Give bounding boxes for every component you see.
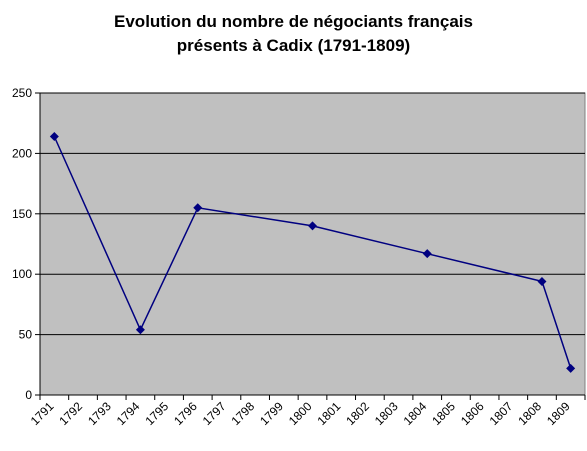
- x-tick-label: 1805: [429, 399, 458, 428]
- y-tick-label: 200: [12, 146, 32, 160]
- data-point: [537, 276, 547, 286]
- x-tick-label: 1806: [458, 399, 487, 428]
- x-tick-label: 1801: [315, 399, 344, 428]
- chart-title: Evolution du nombre de négociants frança…: [0, 10, 587, 58]
- x-tick-label: 1791: [28, 399, 57, 428]
- x-tick-label: 1802: [343, 399, 372, 428]
- data-point: [308, 221, 317, 231]
- y-tick-label: 0: [25, 388, 32, 402]
- x-axis-ticks: 1791 1792 1793 1794 1795 1796 1797 1798 1799 1800…: [28, 395, 586, 428]
- x-tick-label: 1797: [200, 399, 229, 428]
- y-axis-ticks: 0 50 100 150 200 250: [12, 86, 40, 402]
- data-point: [135, 325, 145, 335]
- plot-area: [39, 92, 586, 396]
- x-tick-label: 1799: [257, 399, 286, 428]
- y-tick-label: 250: [12, 86, 32, 100]
- data-point: [422, 249, 432, 259]
- y-tick-label: 50: [19, 328, 33, 342]
- chart-title-line2: présents à Cadix (1791-1809): [176, 36, 411, 55]
- y-tick-label: 150: [12, 207, 32, 221]
- x-tick-label: 1809: [544, 399, 573, 428]
- x-tick-label: 1795: [142, 399, 171, 428]
- data-point: [49, 131, 59, 141]
- x-tick-label: 1793: [85, 399, 114, 428]
- data-point: [566, 363, 576, 373]
- series: [49, 131, 576, 373]
- x-tick-label: 1807: [487, 399, 516, 428]
- x-tick-label: 1808: [515, 399, 544, 428]
- x-tick-label: 1794: [114, 399, 143, 428]
- x-tick-label: 1796: [171, 399, 200, 428]
- x-tick-label: 1792: [56, 399, 85, 428]
- x-tick-label: 1804: [401, 399, 430, 428]
- gridlines: [40, 92, 585, 336]
- data-point: [193, 203, 203, 213]
- chart-title-line1: Evolution du nombre de négociants frança…: [114, 12, 473, 31]
- axes: [39, 93, 585, 396]
- x-tick-label: 1798: [228, 399, 257, 428]
- x-tick-label: 1800: [286, 399, 315, 428]
- y-tick-label: 100: [12, 267, 32, 281]
- x-tick-label: 1803: [372, 399, 401, 428]
